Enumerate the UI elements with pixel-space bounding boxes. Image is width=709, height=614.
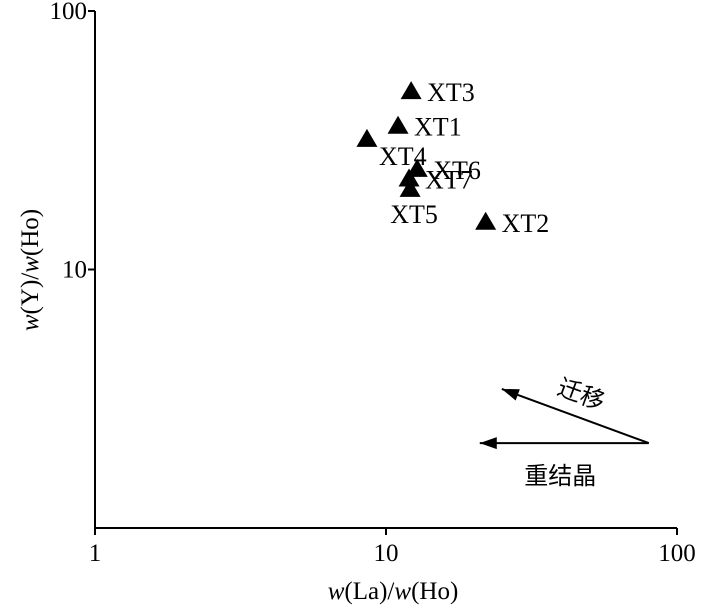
y-tick-label: 10 — [62, 257, 87, 284]
x-axis-title: w(La)/w(Ho) — [328, 578, 459, 605]
annotation-label-0: 迁移 — [554, 373, 609, 416]
point-label-xt1: XT1 — [414, 113, 462, 142]
x-tick-label: 100 — [658, 540, 696, 567]
point-label-xt4: XT4 — [379, 142, 427, 171]
point-xt5 — [399, 178, 421, 197]
point-xt3 — [400, 81, 422, 100]
x-tick-label: 1 — [89, 540, 102, 567]
point-label-xt6: XT6 — [433, 156, 481, 185]
y-axis-title: w(Y)/w(Ho) — [17, 209, 44, 331]
x-tick-label: 10 — [374, 540, 399, 567]
arrowhead-icon — [501, 388, 520, 401]
data-points — [356, 81, 497, 230]
point-label-xt3: XT3 — [427, 78, 475, 107]
annotation-arrow-line — [501, 388, 650, 445]
point-label-xt2: XT2 — [502, 209, 550, 238]
y-tick-label: 100 — [50, 0, 88, 25]
point-xt4 — [356, 128, 378, 147]
axes — [94, 11, 677, 529]
point-xt7 — [398, 168, 420, 187]
point-xt1 — [387, 115, 409, 134]
arrowhead-icon — [479, 437, 497, 450]
ticks: 1 10 100 10 100 — [50, 0, 696, 567]
point-label-xt7: XT7 — [425, 165, 473, 194]
point-xt2 — [475, 211, 497, 230]
point-label-xt5: XT5 — [390, 200, 438, 229]
point-xt6 — [406, 158, 428, 177]
annotation-label-1: 重结晶 — [524, 462, 596, 490]
